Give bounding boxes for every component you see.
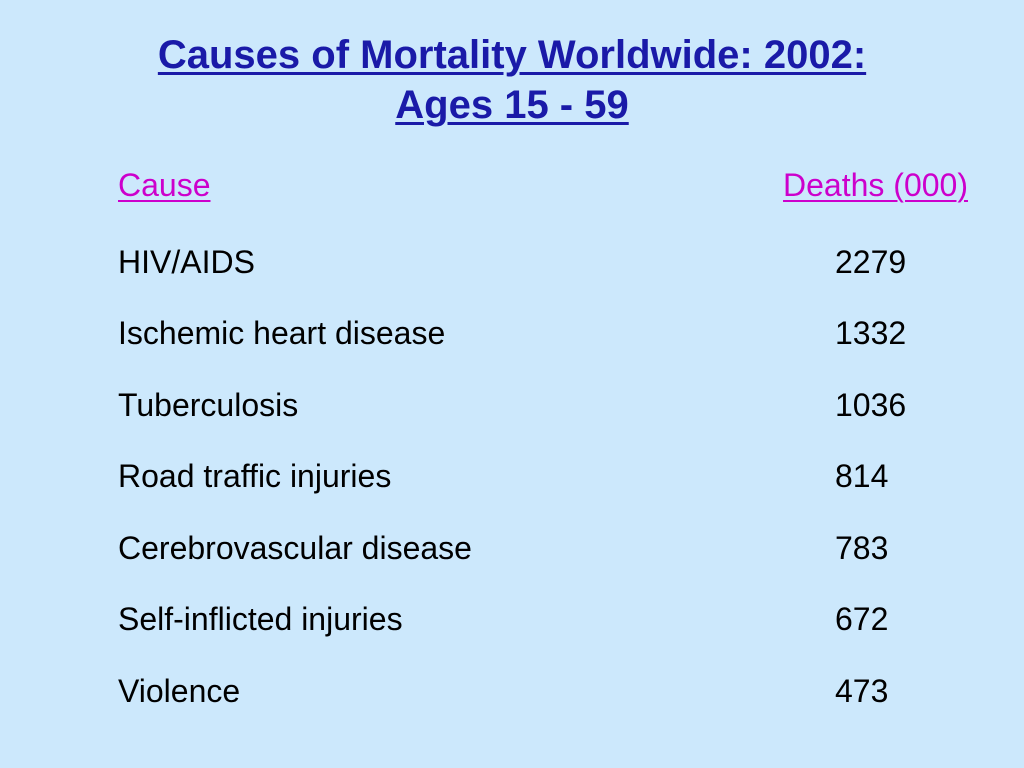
cause-cell: Tuberculosis <box>118 387 299 423</box>
table-row: Self-inflicted injuries 672 <box>0 597 1024 641</box>
cause-cell: HIV/AIDS <box>118 244 255 280</box>
table-row: Road traffic injuries 814 <box>0 454 1024 498</box>
slide-title: Causes of Mortality Worldwide: 2002: Age… <box>0 30 1024 130</box>
table-row: Violence 473 <box>0 669 1024 713</box>
deaths-cell: 814 <box>835 458 889 494</box>
column-header-deaths: Deaths (000) <box>783 167 968 203</box>
table-row: HIV/AIDS 2279 <box>0 240 1024 284</box>
deaths-cell: 473 <box>835 673 889 709</box>
deaths-cell: 2279 <box>835 244 907 280</box>
cause-cell: Ischemic heart disease <box>118 315 446 351</box>
table-row: Cerebrovascular disease 783 <box>0 526 1024 570</box>
cause-cell: Cerebrovascular disease <box>118 530 472 566</box>
table-row: Ischemic heart disease 1332 <box>0 311 1024 355</box>
table-row: Tuberculosis 1036 <box>0 383 1024 427</box>
deaths-cell: 1332 <box>835 315 907 351</box>
deaths-cell: 672 <box>835 601 889 637</box>
column-header-cause: Cause <box>118 167 211 203</box>
cause-cell: Violence <box>118 673 241 709</box>
slide-title-line-2: Ages 15 - 59 <box>395 83 629 127</box>
cause-cell: Road traffic injuries <box>118 458 392 494</box>
slide-title-line-1: Causes of Mortality Worldwide: 2002: <box>157 33 867 77</box>
deaths-cell: 783 <box>835 530 889 566</box>
deaths-cell: 1036 <box>835 387 907 423</box>
cause-cell: Self-inflicted injuries <box>118 601 403 637</box>
